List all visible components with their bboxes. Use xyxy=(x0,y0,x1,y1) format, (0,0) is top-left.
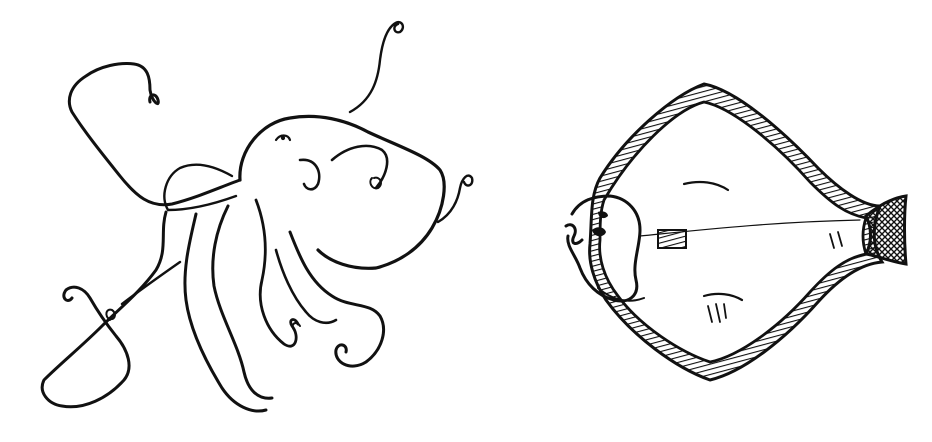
flatfish-drawing xyxy=(564,82,908,382)
octopus-tentacle-upper-left-inner xyxy=(163,163,238,212)
octopus-icon xyxy=(40,20,474,413)
flatfish-detail-bottom xyxy=(702,292,744,302)
octopus-pupil xyxy=(280,135,286,141)
octopus-tentacle-top xyxy=(348,20,405,114)
octopus-tentacle-upper-left xyxy=(67,62,242,207)
flatfish-chin-line xyxy=(597,287,645,302)
flatfish-head xyxy=(566,194,642,303)
octopus-tentacle-mid-1 xyxy=(183,212,268,413)
octopus-eye xyxy=(274,134,292,142)
octopus-tentacle-left-curl xyxy=(105,308,116,321)
octopus-tentacle-mid-3 xyxy=(254,198,300,348)
octopus-tentacle-lower-right-2 xyxy=(274,248,338,325)
flatfish-pectoral-fin xyxy=(657,229,687,249)
octopus-tentacle-mid-2 xyxy=(211,204,274,400)
octopus-tentacle-mid-curl xyxy=(291,322,301,331)
octopus-tentacle-small xyxy=(120,260,182,306)
flatfish-detail-top xyxy=(682,180,730,192)
octopus-siphon xyxy=(298,158,321,191)
flatfish-tail xyxy=(863,194,908,266)
flatfish-eye-2 xyxy=(598,211,608,219)
flatfish-lateral-line xyxy=(639,219,861,237)
octopus-mantle xyxy=(238,114,446,270)
flatfish-detail-bottom-hatch xyxy=(707,303,727,323)
flatfish-mouth xyxy=(564,223,584,245)
flatfish-detail-side-hatch xyxy=(829,231,843,249)
flatfish-eye-1 xyxy=(592,227,606,237)
octopus-drawing xyxy=(40,20,474,413)
octopus-mantle-spiral xyxy=(369,176,382,190)
octopus-tentacle-right xyxy=(436,174,474,224)
octopus-mantle-inner xyxy=(330,144,389,190)
octopus-tentacle-lower-right xyxy=(288,230,385,368)
flatfish-body xyxy=(598,100,868,364)
